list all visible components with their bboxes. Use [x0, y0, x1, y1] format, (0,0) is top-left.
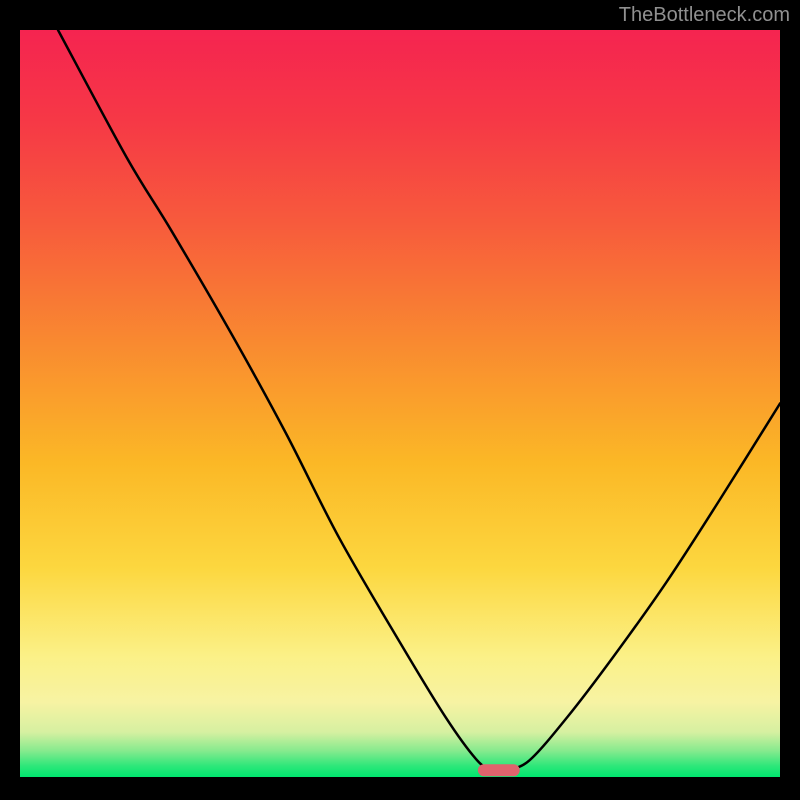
- chart-curve: [20, 30, 780, 777]
- bottleneck-marker: [478, 764, 520, 776]
- watermark-text: TheBottleneck.com: [619, 4, 790, 27]
- plot-area: [20, 30, 780, 777]
